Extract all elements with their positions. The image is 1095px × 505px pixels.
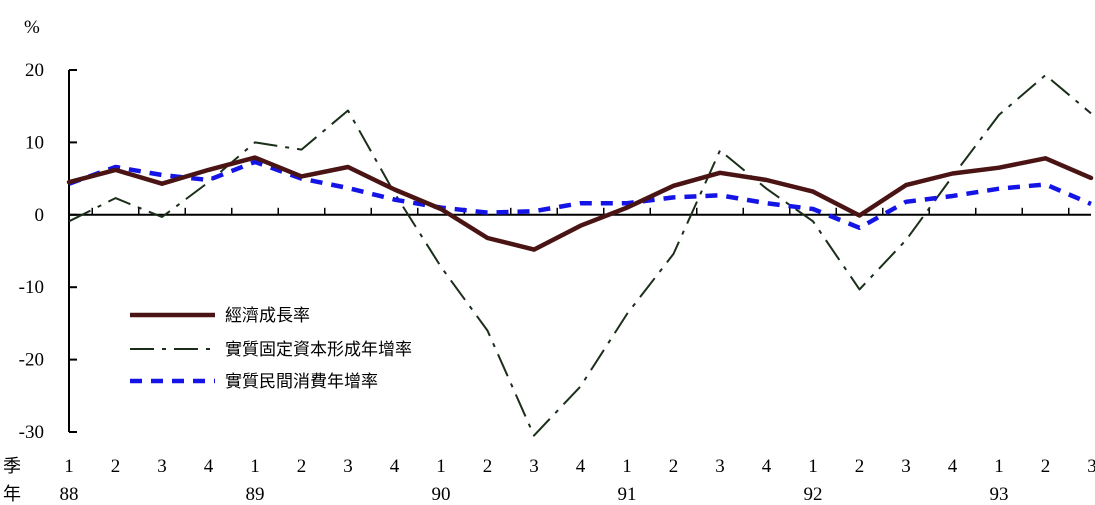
y-tick-label: -30: [19, 422, 44, 443]
y-tick-label: 10: [25, 132, 44, 153]
year-tick-label: 89: [246, 484, 265, 505]
series-line-solid: [66, 155, 1094, 252]
year-tick-label: 93: [990, 484, 1009, 505]
year-tick-label: 92: [804, 484, 823, 505]
quarter-row-label: 季: [3, 456, 21, 477]
quarter-tick-label: 2: [669, 456, 679, 477]
quarter-tick-label: 2: [483, 456, 493, 477]
y-tick-label: -10: [19, 277, 44, 298]
quarter-tick-label: 4: [762, 456, 772, 477]
year-tick-label: 90: [432, 484, 451, 505]
y-tick-label: 20: [25, 60, 44, 81]
quarter-tick-label: 3: [529, 456, 539, 477]
quarter-tick-label: 3: [715, 456, 725, 477]
quarter-tick-label: 1: [250, 456, 260, 477]
year-row-label: 年: [3, 484, 21, 505]
series-line-dashdot: [68, 74, 1092, 437]
quarter-tick-label: 1: [808, 456, 818, 477]
quarter-tick-label: 2: [855, 456, 865, 477]
quarter-tick-label: 1: [994, 456, 1004, 477]
quarter-tick-label: 2: [297, 456, 307, 477]
quarter-tick-label: 3: [343, 456, 353, 477]
quarter-tick-label: 2: [1041, 456, 1051, 477]
quarter-tick-label: 3: [901, 456, 911, 477]
y-tick-label: 0: [35, 205, 45, 226]
quarter-tick-label: 4: [948, 456, 958, 477]
quarter-tick-label: 4: [576, 456, 586, 477]
quarter-tick-label: 3: [1087, 456, 1095, 477]
quarter-tick-label: 1: [436, 456, 446, 477]
y-axis: 20 10 0 -10 -20 -30: [19, 60, 77, 443]
quarter-tick-label: 1: [64, 456, 74, 477]
y-tick-label: -20: [19, 350, 44, 371]
series-line-dashed: [68, 159, 1092, 231]
legend-label: 實質民間消費年增率: [225, 372, 378, 392]
y-axis-unit-label: %: [24, 17, 40, 38]
series-layer: [66, 74, 1094, 437]
quarter-tick-label: 2: [111, 456, 121, 477]
x-axis: 1 2 3 4 1 2 3 4 1 2 3 4 1 2 3 4 1 2 3 4 1 2 3 88 89 90 91 92 93: [60, 207, 1095, 505]
legend-label: 實質固定資本形成年增率: [225, 340, 412, 360]
legend-label: 經濟成長率: [225, 306, 310, 326]
year-tick-label: 88: [60, 484, 79, 505]
quarter-tick-label: 4: [390, 456, 400, 477]
quarter-tick-label: 3: [157, 456, 167, 477]
quarter-tick-label: 4: [204, 456, 214, 477]
quarter-tick-label: 1: [622, 456, 632, 477]
year-tick-label: 91: [618, 484, 637, 505]
